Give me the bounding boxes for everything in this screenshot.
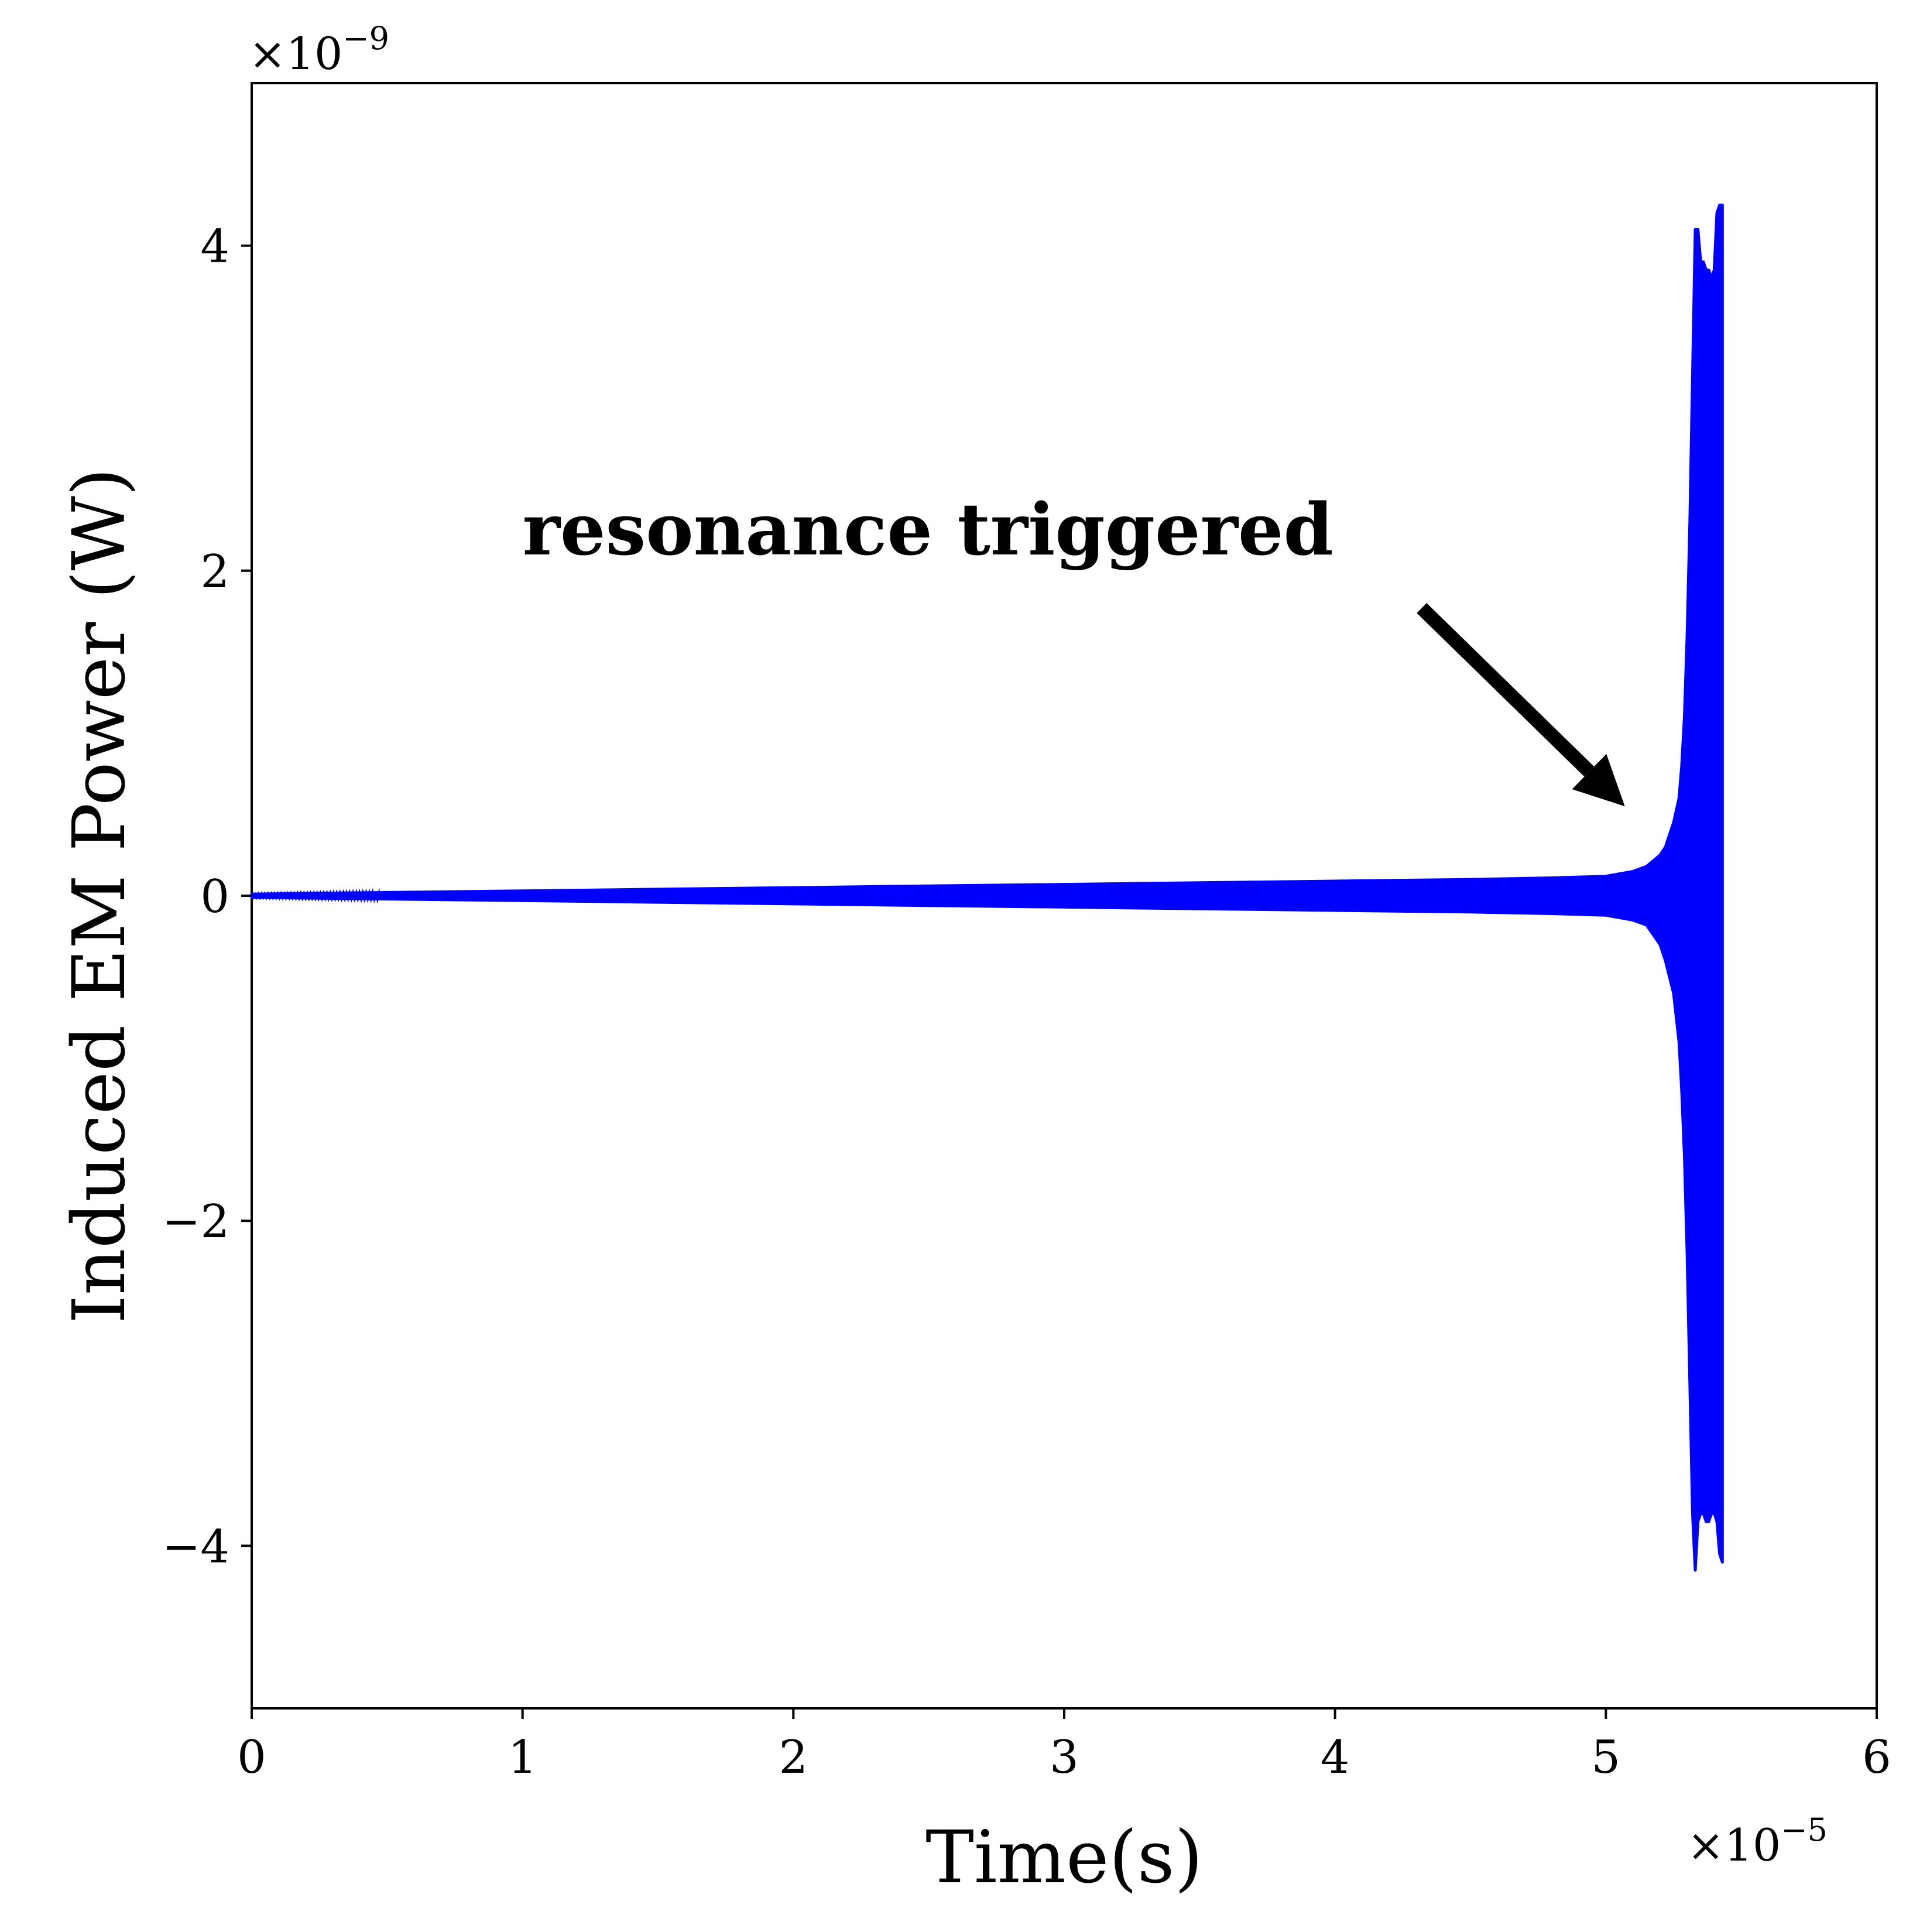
y-tick-label: 2 xyxy=(200,546,229,598)
signal-series xyxy=(250,203,1724,1572)
x-axis-multiplier: ×10−5 xyxy=(1687,1811,1828,1871)
x-tick-label: 4 xyxy=(1321,1731,1350,1784)
y-multiplier-base: ×10 xyxy=(249,28,342,80)
x-tick-label: 1 xyxy=(508,1731,537,1784)
x-axis-label: Time(s) xyxy=(925,1815,1203,1900)
y-axis-ticks: −4 −2 0 2 4 xyxy=(162,221,252,1573)
y-tick-label: −4 xyxy=(162,1520,229,1573)
x-multiplier-exponent: −5 xyxy=(1781,1811,1828,1848)
annotation: resonance triggered xyxy=(523,487,1625,807)
x-tick-label: 5 xyxy=(1592,1731,1621,1784)
y-tick-label: 4 xyxy=(200,221,229,273)
y-multiplier-exponent: −9 xyxy=(342,20,389,57)
y-axis-label: Induced EM Power (W) xyxy=(57,468,142,1324)
annotation-arrow-shaft xyxy=(1417,603,1595,777)
y-tick-label: 0 xyxy=(200,871,229,923)
annotation-text: resonance triggered xyxy=(523,487,1333,571)
x-multiplier-base: ×10 xyxy=(1687,1819,1781,1871)
x-tick-label: 2 xyxy=(779,1731,808,1784)
y-axis-multiplier: ×10−9 xyxy=(249,20,389,80)
x-tick-label: 3 xyxy=(1050,1731,1079,1784)
annotation-arrow-head xyxy=(1572,753,1625,807)
signal-oscillation xyxy=(251,205,1724,1557)
x-axis-ticks: 0 1 2 3 4 5 6 xyxy=(237,1708,1891,1784)
x-tick-label: 0 xyxy=(237,1731,266,1784)
y-tick-label: −2 xyxy=(162,1195,229,1248)
x-tick-label: 6 xyxy=(1862,1731,1891,1784)
